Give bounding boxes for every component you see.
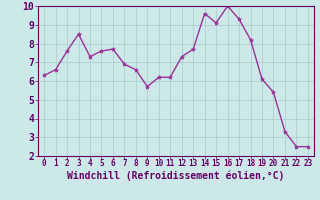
X-axis label: Windchill (Refroidissement éolien,°C): Windchill (Refroidissement éolien,°C)	[67, 171, 285, 181]
